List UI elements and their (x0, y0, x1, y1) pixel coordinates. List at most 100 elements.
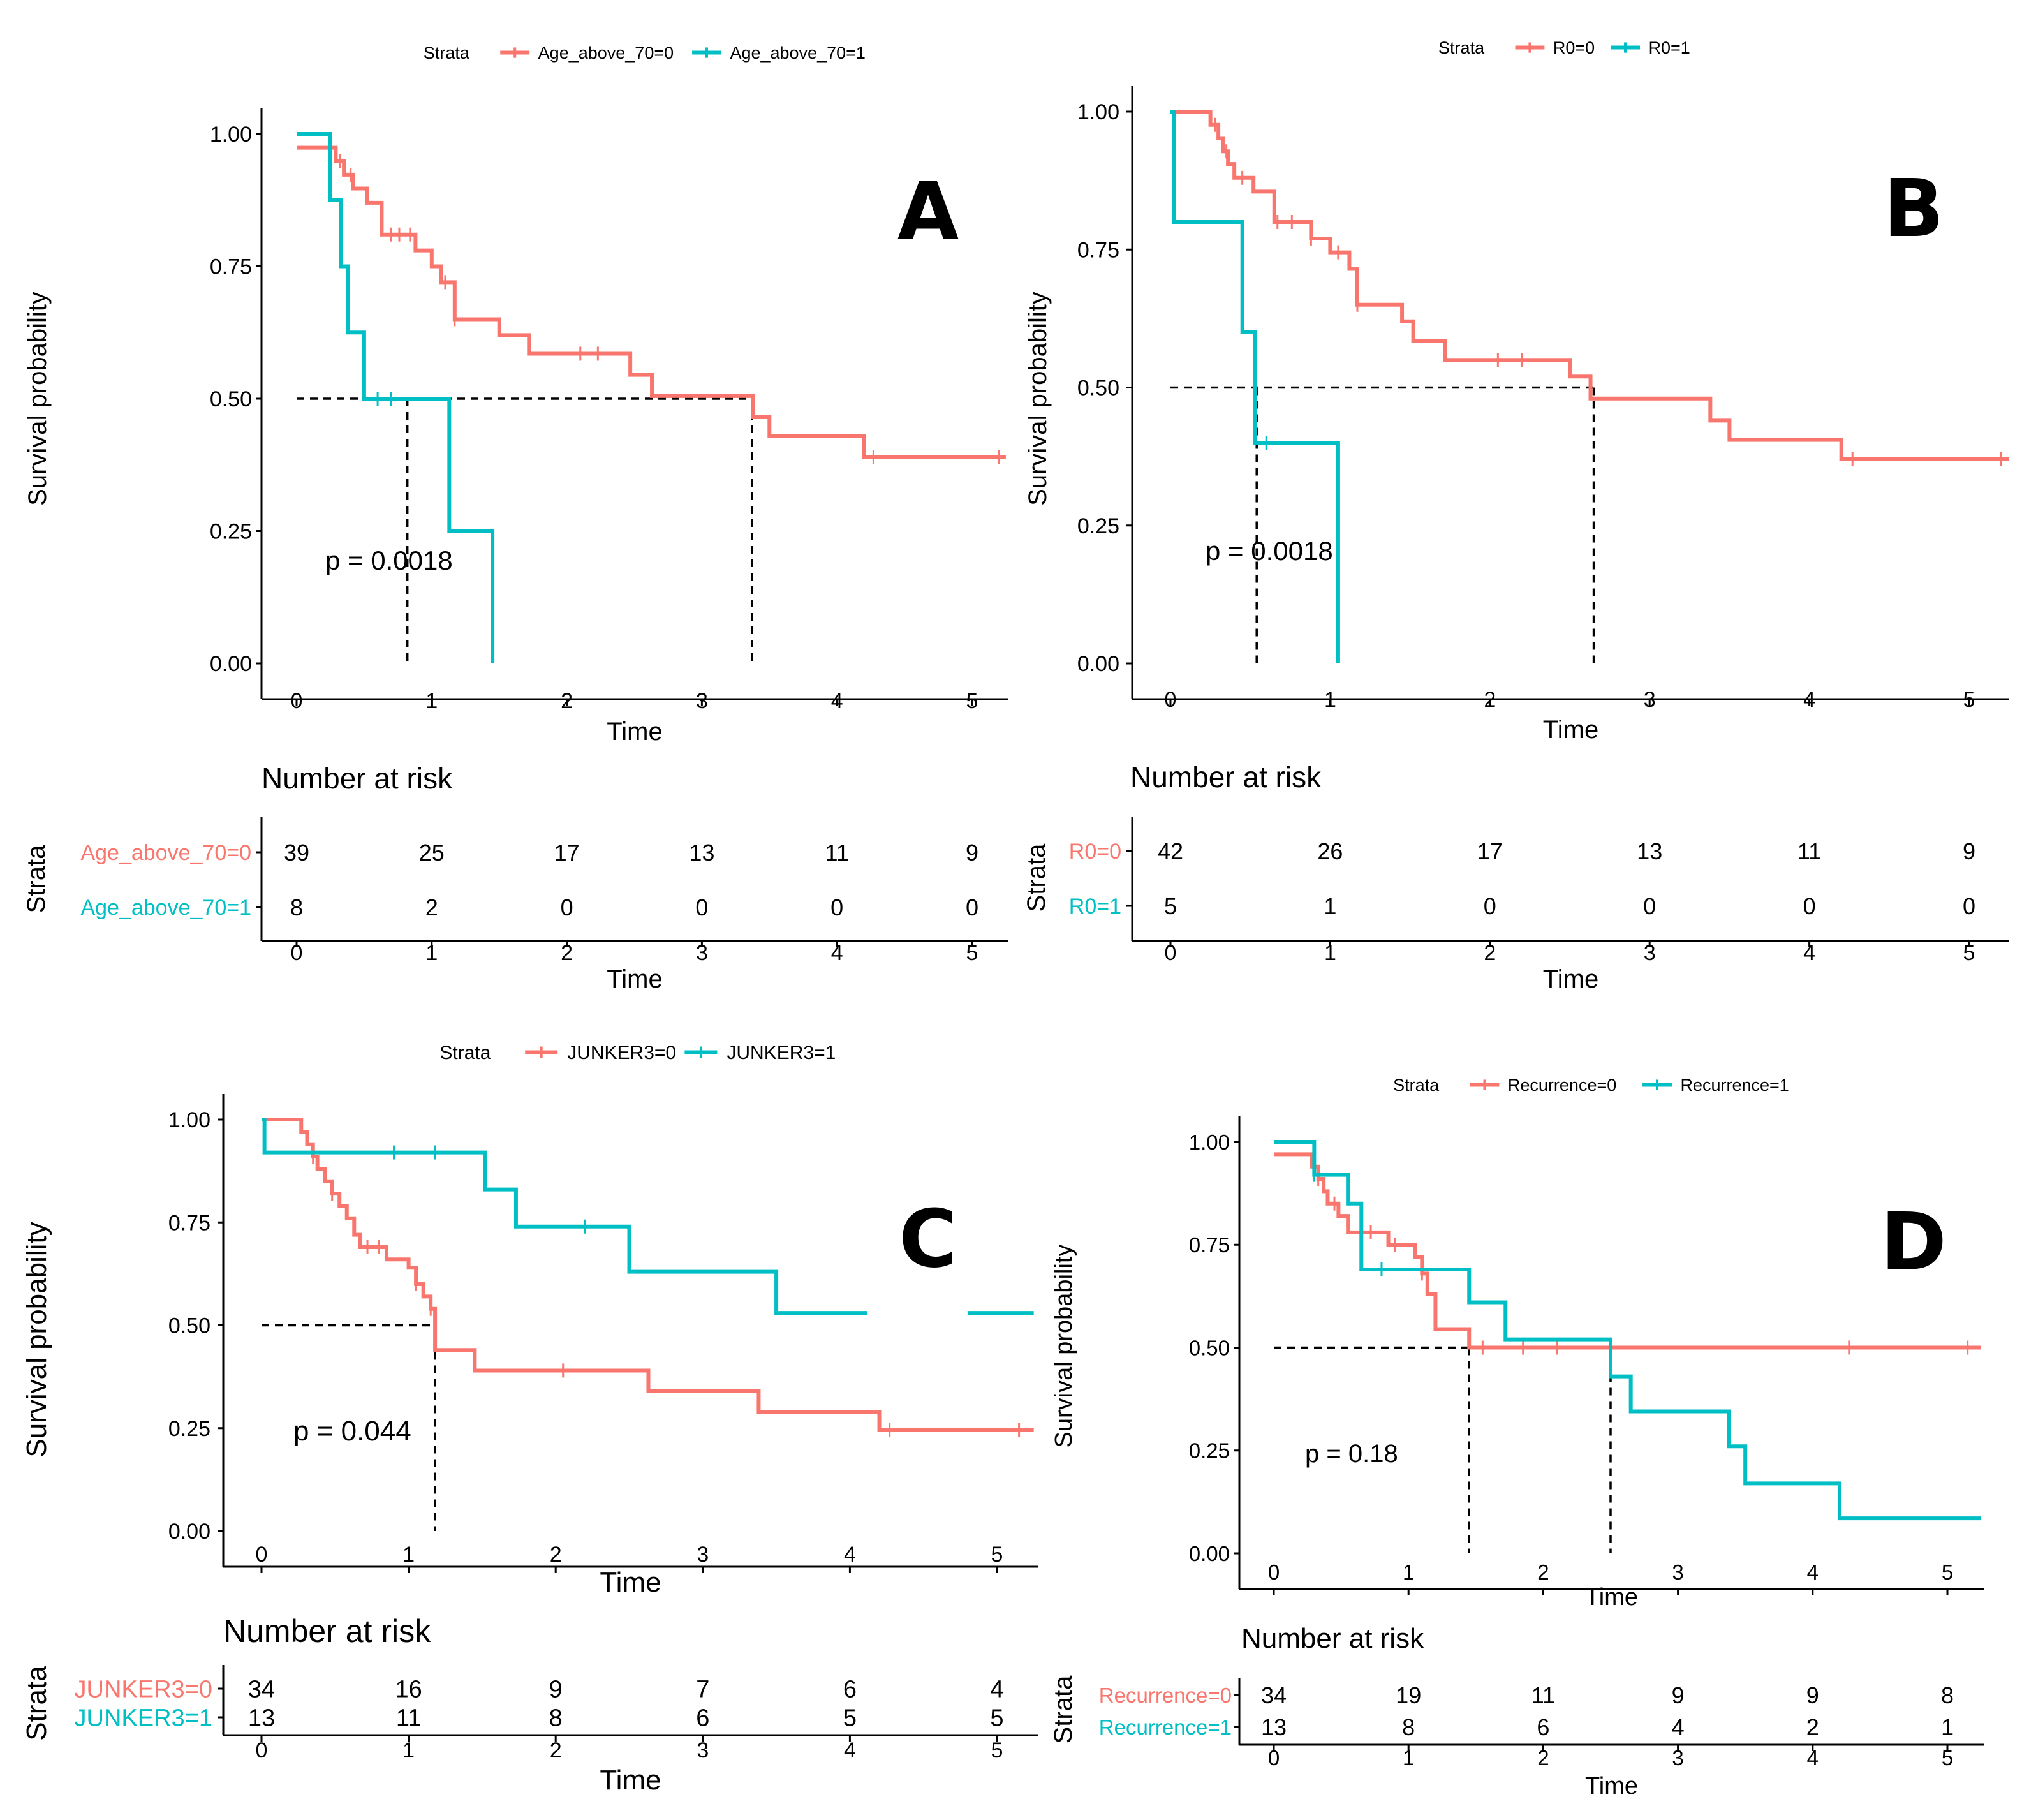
survival-curve-0 (1274, 1152, 1981, 1350)
risk-strata-title: Strata (21, 1666, 52, 1741)
risk-value: 11 (396, 1705, 421, 1732)
risk-value: 26 (1317, 838, 1343, 864)
risk-value: 17 (554, 840, 580, 866)
legend-title: Strata (1438, 38, 1485, 57)
risk-x-axis-title: Time (600, 1765, 661, 1796)
panel-letter: D (1880, 1196, 1947, 1289)
risk-x-tick-label: 3 (697, 1738, 709, 1763)
y-tick-label: 0.75 (168, 1211, 210, 1235)
y-tick-label: 0.75 (1189, 1233, 1230, 1257)
risk-value: 25 (419, 840, 445, 866)
survival-curve-1 (297, 132, 495, 663)
p-value: p = 0.0018 (325, 545, 453, 575)
risk-value: 0 (695, 894, 708, 921)
x-tick-label: 1 (1324, 688, 1336, 712)
legend-label-0: R0=0 (1553, 38, 1595, 57)
risk-row-label: Recurrence=0 (1099, 1683, 1232, 1707)
y-tick-label: 0.50 (1189, 1336, 1230, 1359)
risk-table-title: Number at risk (1130, 760, 1322, 794)
x-tick-label: 2 (1484, 688, 1496, 712)
risk-value: 0 (1643, 893, 1656, 919)
risk-x-tick-label: 5 (1942, 1746, 1953, 1770)
risk-value: 0 (1803, 893, 1816, 919)
risk-value: 11 (1531, 1682, 1555, 1708)
risk-row-label: Recurrence=1 (1099, 1715, 1232, 1739)
legend-label-0: Age_above_70=0 (538, 43, 674, 63)
risk-value: 9 (1806, 1682, 1819, 1708)
y-tick-label: 0.50 (168, 1314, 210, 1338)
legend-label-1: JUNKER3=1 (727, 1042, 836, 1063)
risk-value: 8 (290, 894, 303, 921)
risk-x-axis-title: Time (1543, 965, 1598, 993)
panel-c: Strata JUNKER3=0 JUNKER3=10.000.250.500.75… (21, 1042, 1038, 1796)
risk-row-label: Age_above_70=1 (80, 896, 251, 920)
risk-row-label: Age_above_70=0 (80, 841, 251, 865)
risk-value: 8 (1402, 1714, 1415, 1740)
y-axis-title: Survival probability (21, 1222, 52, 1457)
x-tick-label: 0 (1268, 1560, 1280, 1584)
y-tick-label: 0.75 (1077, 238, 1119, 262)
risk-value: 2 (1806, 1714, 1819, 1740)
risk-value: 9 (1672, 1682, 1685, 1708)
risk-x-tick-label: 0 (1268, 1746, 1280, 1770)
risk-x-tick-label: 1 (402, 1738, 415, 1763)
risk-row-label: R0=1 (1069, 894, 1121, 919)
legend: Strata Recurrence=0 Recurrence=1 (1393, 1076, 1789, 1095)
x-tick-label: 2 (561, 689, 573, 713)
y-tick-label: 1.00 (210, 122, 252, 147)
risk-x-tick-label: 3 (1672, 1746, 1683, 1770)
x-axis-title: Time (1543, 716, 1598, 744)
risk-value: 34 (1261, 1682, 1287, 1708)
legend: Strata JUNKER3=0 JUNKER3=1 (439, 1042, 836, 1063)
risk-value: 9 (549, 1676, 563, 1703)
p-value: p = 0.044 (293, 1416, 411, 1447)
legend-label-1: R0=1 (1648, 38, 1690, 57)
x-tick-label: 5 (991, 1543, 1003, 1567)
x-tick-label: 0 (1165, 688, 1177, 712)
x-tick-label: 0 (291, 689, 303, 713)
legend-title: Strata (439, 1042, 491, 1063)
x-tick-label: 4 (1807, 1560, 1819, 1584)
risk-value: 0 (830, 894, 843, 921)
risk-x-tick-label: 5 (1963, 941, 1975, 965)
risk-x-tick-label: 0 (256, 1738, 268, 1763)
risk-value: 9 (966, 840, 978, 866)
risk-value: 0 (561, 894, 573, 921)
x-tick-label: 5 (966, 689, 978, 713)
x-tick-label: 5 (1963, 688, 1975, 712)
risk-x-tick-label: 1 (425, 941, 438, 965)
y-tick-label: 0.00 (1077, 652, 1119, 676)
x-tick-label: 1 (1403, 1560, 1414, 1584)
x-tick-label: 2 (550, 1543, 562, 1567)
risk-x-axis-title: Time (1585, 1773, 1638, 1800)
x-tick-label: 3 (1672, 1560, 1683, 1584)
risk-x-tick-label: 3 (696, 941, 708, 965)
y-axis-title: Survival probability (24, 292, 52, 506)
legend: Strata Age_above_70=0 Age_above_70=1 (424, 43, 866, 63)
y-axis-title: Survival probability (1024, 292, 1052, 506)
y-tick-label: 0.50 (210, 387, 252, 411)
x-axis-title: Time (1585, 1584, 1638, 1611)
risk-table-title: Number at risk (1241, 1623, 1424, 1654)
legend-label-1: Age_above_70=1 (730, 43, 865, 63)
risk-value: 11 (825, 840, 849, 866)
risk-value: 9 (1963, 838, 1975, 864)
survival-curve-1 (262, 1118, 868, 1315)
legend-title: Strata (1393, 1076, 1440, 1095)
risk-value: 19 (1396, 1682, 1421, 1708)
risk-value: 0 (966, 894, 978, 921)
risk-value: 13 (689, 840, 714, 866)
panel-a: Strata Age_above_70=0 Age_above_70=1 0.00 0.… (22, 43, 1008, 993)
risk-table-title: Number at risk (223, 1613, 431, 1649)
risk-x-tick-label: 4 (1807, 1746, 1819, 1770)
x-tick-label: 4 (831, 689, 843, 713)
panel-b: Strata R0=0 R0=1 0.00 0.25 0.50 0.75 1.00 0 1 2 3 4 5… (1022, 38, 2009, 993)
risk-value: 13 (248, 1705, 275, 1732)
risk-strata-title: Strata (1022, 843, 1051, 912)
x-tick-label: 3 (1644, 688, 1656, 712)
risk-strata-title: Strata (22, 845, 50, 913)
y-tick-label: 0.00 (210, 652, 252, 676)
risk-x-tick-label: 2 (550, 1738, 562, 1763)
